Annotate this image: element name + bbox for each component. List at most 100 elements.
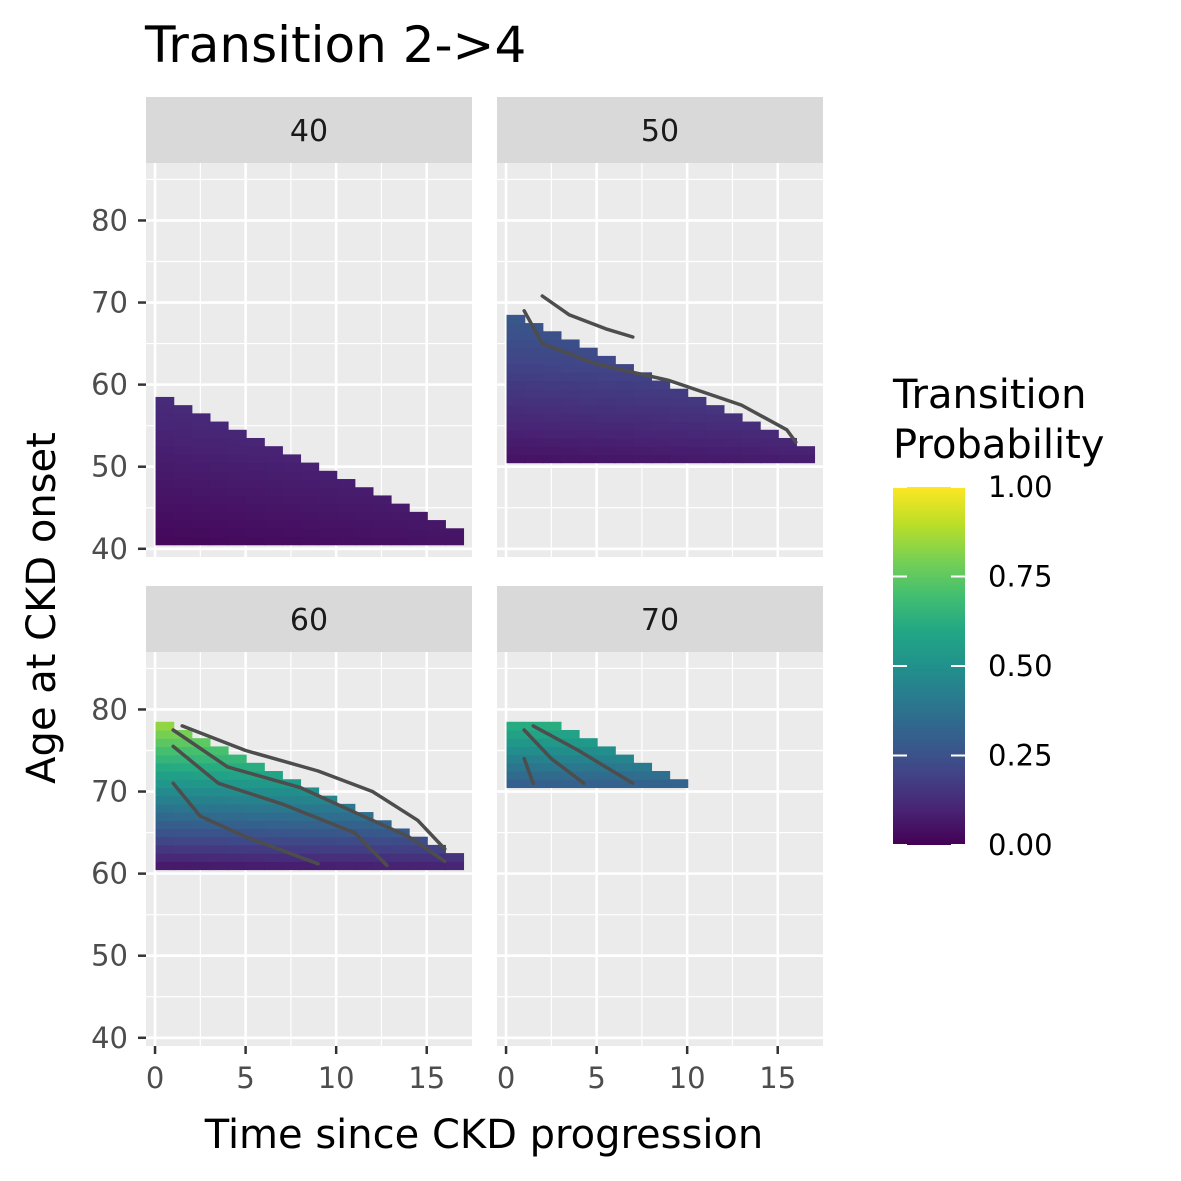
- heatmap-tile: [651, 388, 671, 398]
- color-legend: Transition Probability 0.00 0.25 0.50 0.75 1…: [892, 372, 1104, 862]
- heatmap-tile: [760, 429, 779, 439]
- heatmap-tile: [705, 454, 725, 464]
- heatmap-tile: [760, 454, 779, 464]
- heatmap-tile: [391, 528, 410, 538]
- heatmap-tile: [282, 836, 302, 846]
- heatmap-tile: [354, 844, 374, 854]
- heatmap-tile: [300, 503, 320, 513]
- heatmap-tile: [173, 771, 193, 780]
- heatmap-tile: [669, 779, 689, 789]
- heatmap-tile: [391, 836, 410, 846]
- heatmap-tile: [506, 405, 526, 414]
- heatmap-tile: [173, 787, 193, 797]
- heatmap-tile: [506, 364, 526, 373]
- heatmap-tile: [597, 364, 616, 373]
- heatmap-tile: [300, 520, 320, 529]
- heatmap-tile: [300, 495, 320, 505]
- heatmap-tile: [542, 347, 562, 357]
- heatmap-tile: [155, 787, 175, 797]
- heatmap-tile: [209, 536, 229, 546]
- heatmap-tile: [246, 762, 265, 772]
- facet-strip-label: 70: [641, 603, 679, 638]
- heatmap-tile: [155, 462, 175, 472]
- heatmap-tile: [264, 528, 283, 538]
- heatmap-tile: [191, 844, 211, 854]
- heatmap-tile: [705, 446, 725, 455]
- heatmap-tile: [318, 836, 338, 846]
- heatmap-tile: [597, 754, 616, 764]
- heatmap-tile: [409, 836, 428, 846]
- heatmap-tile: [542, 446, 562, 455]
- heatmap-tile: [597, 746, 616, 756]
- heatmap-tile: [354, 487, 374, 497]
- heatmap-tile: [246, 861, 265, 871]
- heatmap-tile: [318, 828, 338, 838]
- heatmap-tile: [191, 454, 211, 464]
- heatmap-tile: [209, 836, 229, 846]
- heatmap-tile: [597, 388, 616, 398]
- contour-line: [522, 309, 798, 444]
- heatmap-tile: [336, 520, 356, 529]
- heatmap-tile: [173, 828, 193, 838]
- heatmap-tile: [372, 511, 392, 521]
- heatmap-tile: [579, 347, 598, 357]
- heatmap-tile: [336, 836, 356, 846]
- heatmap-tile: [669, 437, 689, 447]
- heatmap-tile: [191, 828, 211, 838]
- heatmap-tile: [354, 520, 374, 529]
- heatmap-tile: [542, 437, 562, 447]
- heatmap-tile: [264, 495, 283, 505]
- heatmap-tile: [246, 462, 265, 472]
- y-tick-label: 70: [91, 286, 128, 320]
- heatmap-tile: [173, 487, 193, 497]
- heatmap-tile: [300, 536, 320, 546]
- heatmap-tile: [506, 339, 526, 349]
- heatmap-tile: [173, 536, 193, 546]
- heatmap-tile: [228, 503, 247, 513]
- heatmap-tile: [669, 388, 689, 398]
- heatmap-tile: [173, 844, 193, 854]
- heatmap-tiles: [506, 314, 816, 464]
- heatmap-tile: [300, 853, 320, 862]
- heatmap-tile: [579, 762, 598, 772]
- heatmap-tile: [579, 738, 598, 747]
- heatmap-tile: [209, 454, 229, 464]
- heatmap-tile: [687, 446, 707, 455]
- contour-line: [522, 728, 586, 786]
- heatmap-tile: [173, 762, 193, 772]
- heatmap-tile: [209, 437, 229, 447]
- heatmap-tile: [209, 746, 229, 756]
- heatmap-tile: [191, 795, 211, 805]
- heatmap-tile: [191, 520, 211, 529]
- heatmap-tile: [173, 462, 193, 472]
- panel-background: [497, 652, 823, 1046]
- heatmap-tile: [264, 511, 283, 521]
- heatmap-tile: [560, 355, 580, 365]
- x-tick-label: 15: [408, 1061, 445, 1095]
- heatmap-tile: [445, 861, 465, 871]
- heatmap-tile: [615, 446, 634, 455]
- heatmap-tile: [409, 520, 428, 529]
- heatmap-tile: [264, 861, 283, 871]
- heatmap-tile: [209, 429, 229, 439]
- heatmap-tile: [155, 405, 175, 414]
- heatmap-tile: [579, 388, 598, 398]
- heatmap-tile: [579, 454, 598, 464]
- heatmap-tile: [615, 413, 634, 423]
- heatmap-tile: [173, 429, 193, 439]
- heatmap-tile: [524, 762, 544, 772]
- heatmap-tile: [282, 487, 302, 497]
- heatmap-tile: [354, 503, 374, 513]
- heatmap-tile: [372, 828, 392, 838]
- heatmap-tile: [597, 771, 616, 780]
- heatmap-tile: [155, 828, 175, 838]
- heatmap-tile: [506, 347, 526, 357]
- heatmap-tile: [560, 446, 580, 455]
- heatmap-tile: [209, 828, 229, 838]
- heatmap-tile: [542, 779, 562, 789]
- heatmap-tile: [282, 787, 302, 797]
- heatmap-tile: [579, 372, 598, 382]
- heatmap-tile: [264, 520, 283, 529]
- heatmap-tile: [651, 779, 671, 789]
